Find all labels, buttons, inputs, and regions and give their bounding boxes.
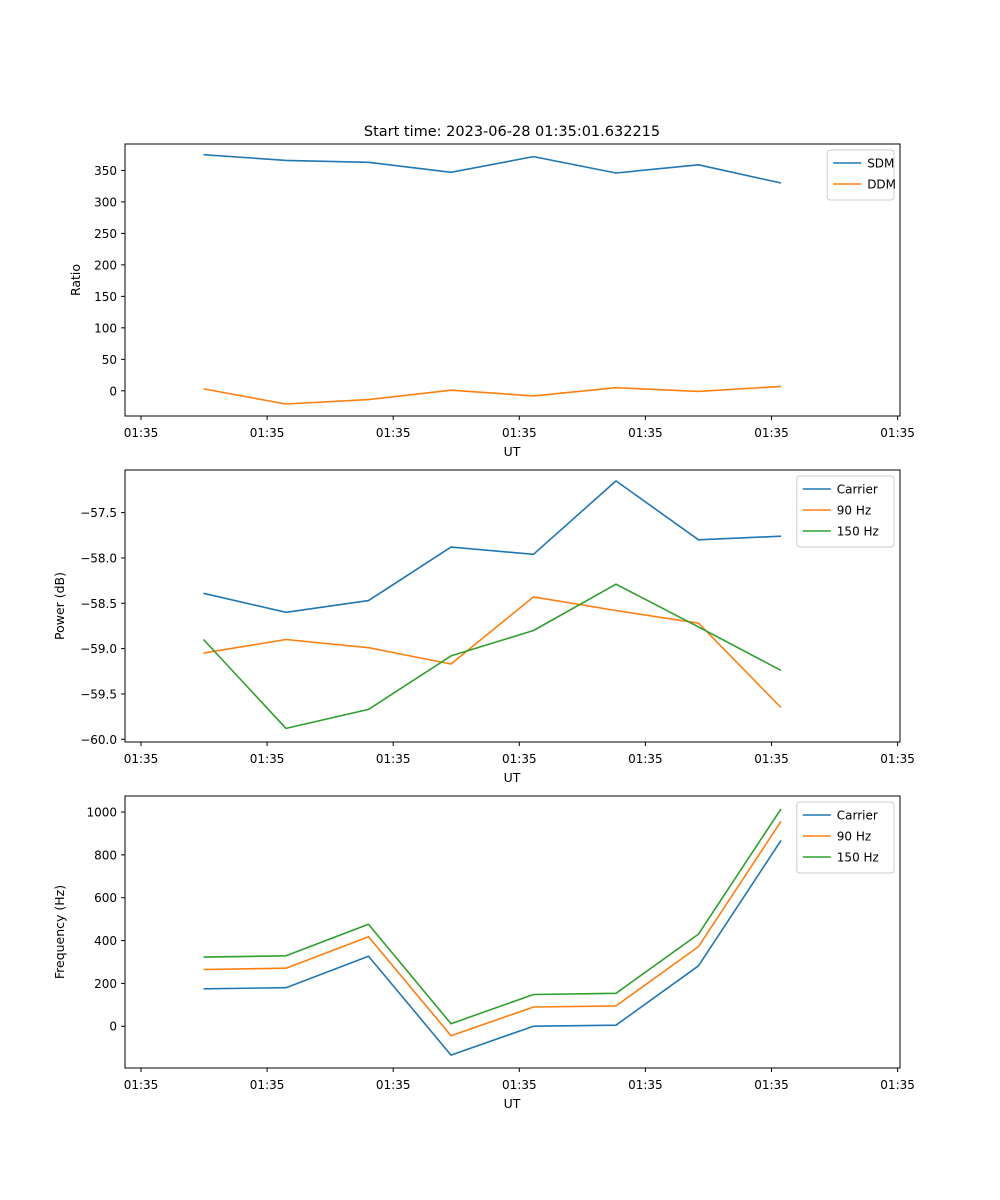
x-tick-label: 01:35 xyxy=(502,752,537,766)
y-tick-label: −59.0 xyxy=(80,642,117,656)
y-tick-label: −60.0 xyxy=(80,733,117,747)
legend-box xyxy=(796,801,895,874)
series-line-sdm xyxy=(203,153,782,184)
frequency-panel: 01:3501:3501:3501:3501:3501:3501:3501:36… xyxy=(52,795,915,1111)
y-tick-label: 0 xyxy=(109,1020,117,1034)
x-tick-label: 01:35 xyxy=(250,426,285,440)
series-line-ddm xyxy=(203,385,782,405)
y-tick-label: 100 xyxy=(94,321,117,335)
x-tick-label: 01:35 xyxy=(124,1078,159,1092)
legend-label-carrier: Carrier xyxy=(837,809,878,823)
axes-frame xyxy=(124,143,901,417)
legend-label-150-hz: 150 Hz xyxy=(837,851,879,865)
y-tick-label: 50 xyxy=(102,353,117,367)
legend-label-ddm: DDM xyxy=(867,178,896,192)
x-tick-label: 01:35 xyxy=(754,1078,789,1092)
y-tick-label: 200 xyxy=(94,977,117,991)
y-tick-label: 400 xyxy=(94,934,117,948)
legend-box xyxy=(796,475,895,548)
series-line-150-hz xyxy=(202,583,782,730)
y-axis-label: Power (dB) xyxy=(52,572,67,640)
legend-label-carrier: Carrier xyxy=(837,483,878,497)
x-axis-label: UT xyxy=(504,444,521,459)
x-tick-label: 01:35 xyxy=(250,1078,285,1092)
x-tick-label: 01:35 xyxy=(754,426,789,440)
x-tick-label: 01:35 xyxy=(628,752,663,766)
y-tick-label: −58.0 xyxy=(80,551,117,565)
legend-label-90-hz: 90 Hz xyxy=(837,504,871,518)
x-tick-label: 01:35 xyxy=(502,426,537,440)
x-axis-label: UT xyxy=(504,1096,521,1111)
x-tick-label: 01:35 xyxy=(754,752,789,766)
y-tick-label: −59.5 xyxy=(80,687,117,701)
y-tick-label: 150 xyxy=(94,290,117,304)
ratio-panel: 01:3501:3501:3501:3501:3501:3501:3501:36… xyxy=(68,143,915,459)
x-tick-label: 01:35 xyxy=(124,752,159,766)
y-tick-label: 800 xyxy=(94,848,117,862)
axes-frame xyxy=(124,795,901,1069)
axes-frame xyxy=(124,469,901,743)
legend-label-sdm: SDM xyxy=(867,157,894,171)
x-axis-label: UT xyxy=(504,770,521,785)
x-tick-label: 01:35 xyxy=(376,752,411,766)
legend-label-150-hz: 150 Hz xyxy=(837,525,879,539)
x-tick-label: 01:35 xyxy=(250,752,285,766)
y-tick-label: −57.5 xyxy=(80,506,117,520)
x-tick-label: 01:35 xyxy=(376,426,411,440)
x-tick-label: 01:35 xyxy=(628,426,663,440)
y-tick-label: 0 xyxy=(109,384,117,398)
y-tick-label: 600 xyxy=(94,891,117,905)
y-axis-label: Ratio xyxy=(68,264,83,296)
x-tick-label: 01:35 xyxy=(628,1078,663,1092)
series-line-90-hz xyxy=(203,820,782,1037)
y-tick-label: 350 xyxy=(94,164,117,178)
figure-title: Start time: 2023-06-28 01:35:01.632215 xyxy=(364,124,660,140)
series-line-150-hz xyxy=(203,808,782,1025)
series-line-carrier xyxy=(203,840,782,1056)
x-tick-label: 01:35 xyxy=(376,1078,411,1092)
y-tick-label: 300 xyxy=(94,195,117,209)
x-tick-label: 01:35 xyxy=(124,426,159,440)
power-panel: 01:3501:3501:3501:3501:3501:3501:3501:36… xyxy=(52,469,915,785)
y-tick-label: −58.5 xyxy=(80,597,117,611)
legend-label-90-hz: 90 Hz xyxy=(837,830,871,844)
series-line-90-hz xyxy=(203,596,782,709)
y-axis-label: Frequency (Hz) xyxy=(52,885,67,979)
x-tick-label: 01:35 xyxy=(880,752,915,766)
y-tick-label: 200 xyxy=(94,258,117,272)
x-tick-label: 01:35 xyxy=(502,1078,537,1092)
y-tick-label: 1000 xyxy=(86,806,117,820)
x-tick-label: 01:35 xyxy=(880,426,915,440)
x-tick-label: 01:35 xyxy=(880,1078,915,1092)
series-line-carrier xyxy=(203,480,782,614)
y-tick-label: 250 xyxy=(94,227,117,241)
